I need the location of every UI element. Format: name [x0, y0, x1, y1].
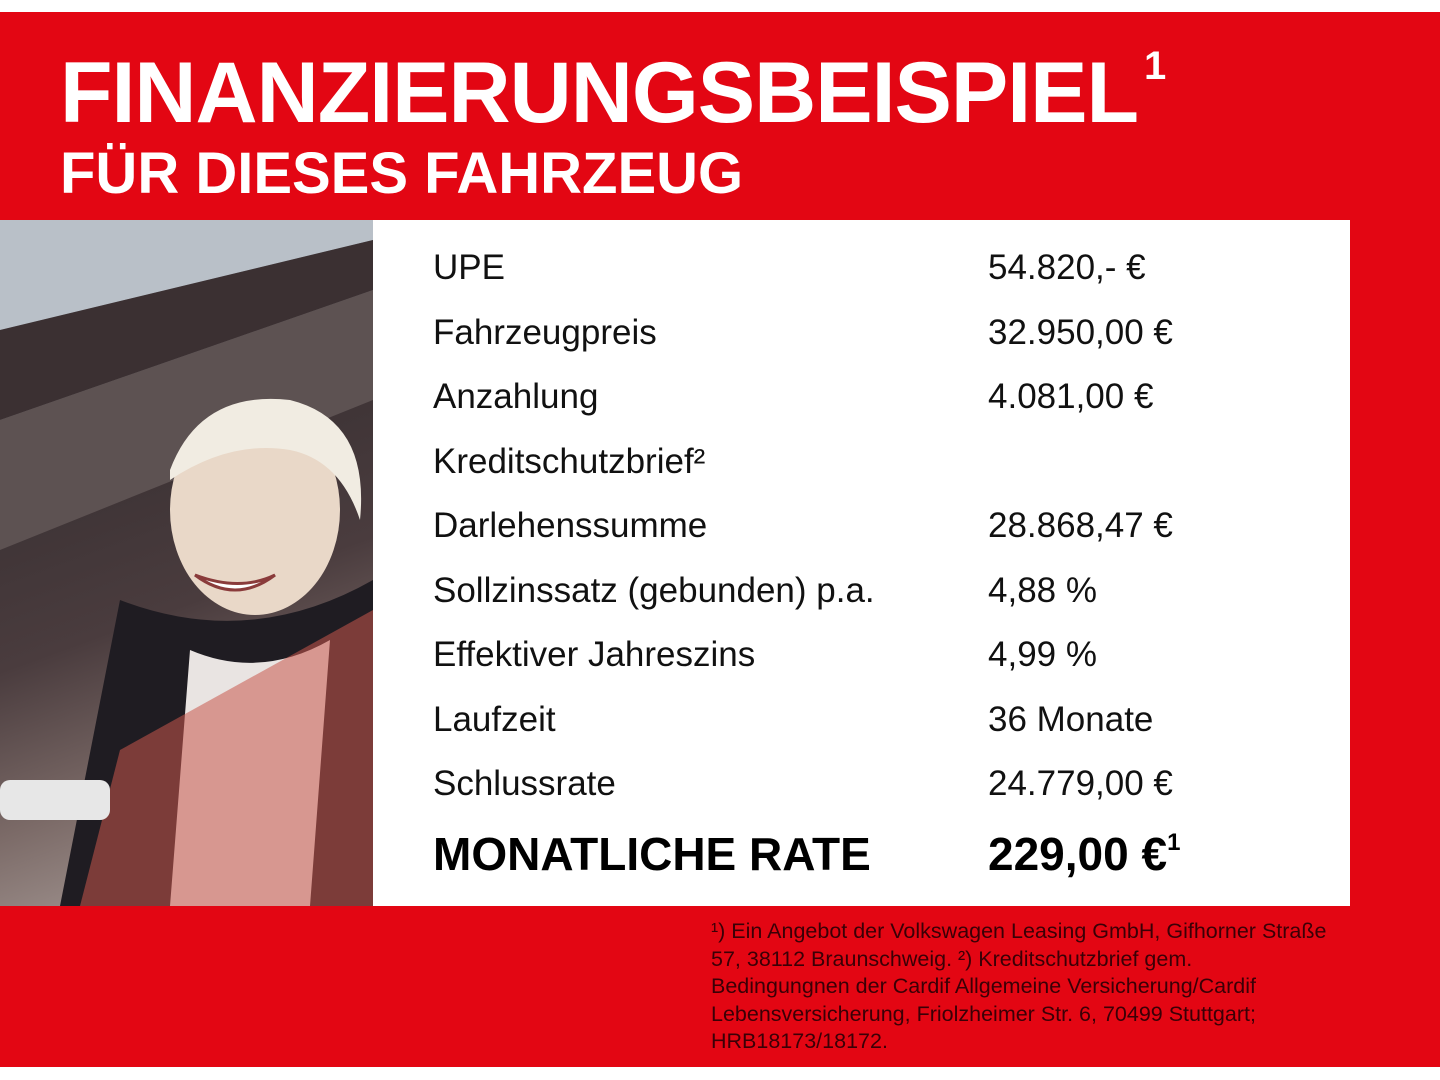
- table-row: Sollzinssatz (gebunden) p.a. 4,88 %: [433, 571, 1097, 610]
- smile: [194, 573, 276, 592]
- row-value: 4,88 %: [988, 571, 1097, 610]
- table-row: Darlehenssumme 28.868,47 €: [433, 506, 1173, 545]
- row-label: Darlehenssumme: [433, 506, 708, 545]
- car-interior: [0, 290, 373, 550]
- monthly-rate-value: 229,00 €1: [988, 828, 1181, 880]
- row-label: Sollzinssatz (gebunden) p.a.: [433, 571, 875, 610]
- row-value: 24.779,00 €: [988, 764, 1173, 803]
- table-row: Laufzeit 36 Monate: [433, 700, 1153, 739]
- row-value: 4.081,00 €: [988, 377, 1154, 416]
- page-subtitle: FÜR DIESES FAHRZEUG: [60, 141, 744, 206]
- row-value: 54.820,- €: [988, 248, 1146, 287]
- row-label: Anzahlung: [433, 377, 599, 416]
- table-row: Anzahlung 4.081,00 €: [433, 377, 1153, 416]
- row-label: Laufzeit: [433, 700, 556, 739]
- footnote: ¹) Ein Angebot der Volkswagen Leasing Gm…: [711, 919, 1327, 1053]
- row-label: Effektiver Jahreszins: [433, 635, 756, 674]
- row-label: Kreditschutzbrief²: [433, 442, 706, 481]
- table-row: UPE 54.820,- €: [433, 248, 1146, 287]
- row-label: Schlussrate: [433, 764, 616, 803]
- monthly-rate-footnote-marker: 1: [1167, 829, 1181, 856]
- woman-in-car-photo: [0, 220, 373, 906]
- monthly-rate-label: MONATLICHE RATE: [433, 828, 871, 880]
- table-row: Fahrzeugpreis 32.950,00 €: [433, 313, 1173, 352]
- steering-wheel: [0, 780, 110, 820]
- door-frame: [0, 240, 373, 420]
- row-label: UPE: [433, 248, 505, 287]
- page-title: FINANZIERUNGSBEISPIEL 1: [60, 46, 1166, 136]
- monthly-rate-row: MONATLICHE RATE 229,00 €1: [433, 828, 1180, 880]
- car-roof: [0, 220, 373, 330]
- row-value: 32.950,00 €: [988, 313, 1173, 352]
- table-row: Effektiver Jahreszins 4,99 %: [433, 635, 1097, 674]
- monthly-rate-amount: 229,00 €: [988, 828, 1168, 880]
- photo-illustration: [0, 220, 373, 906]
- row-value: 4,99 %: [988, 635, 1097, 674]
- hair: [170, 398, 362, 520]
- window-reflection: [80, 610, 373, 906]
- table-row: Kreditschutzbrief²: [433, 444, 705, 479]
- row-value: 28.868,47 €: [988, 506, 1173, 545]
- row-value: 36 Monate: [988, 700, 1154, 739]
- financing-table: UPE 54.820,- € Fahrzeugpreis 32.950,00 € A…: [373, 220, 1350, 906]
- title-text: FINANZIERUNGSBEISPIEL: [60, 45, 1139, 141]
- table-row: Schlussrate 24.779,00 €: [433, 764, 1173, 803]
- row-label: Fahrzeugpreis: [433, 313, 657, 352]
- title-footnote-marker: 1: [1143, 44, 1166, 88]
